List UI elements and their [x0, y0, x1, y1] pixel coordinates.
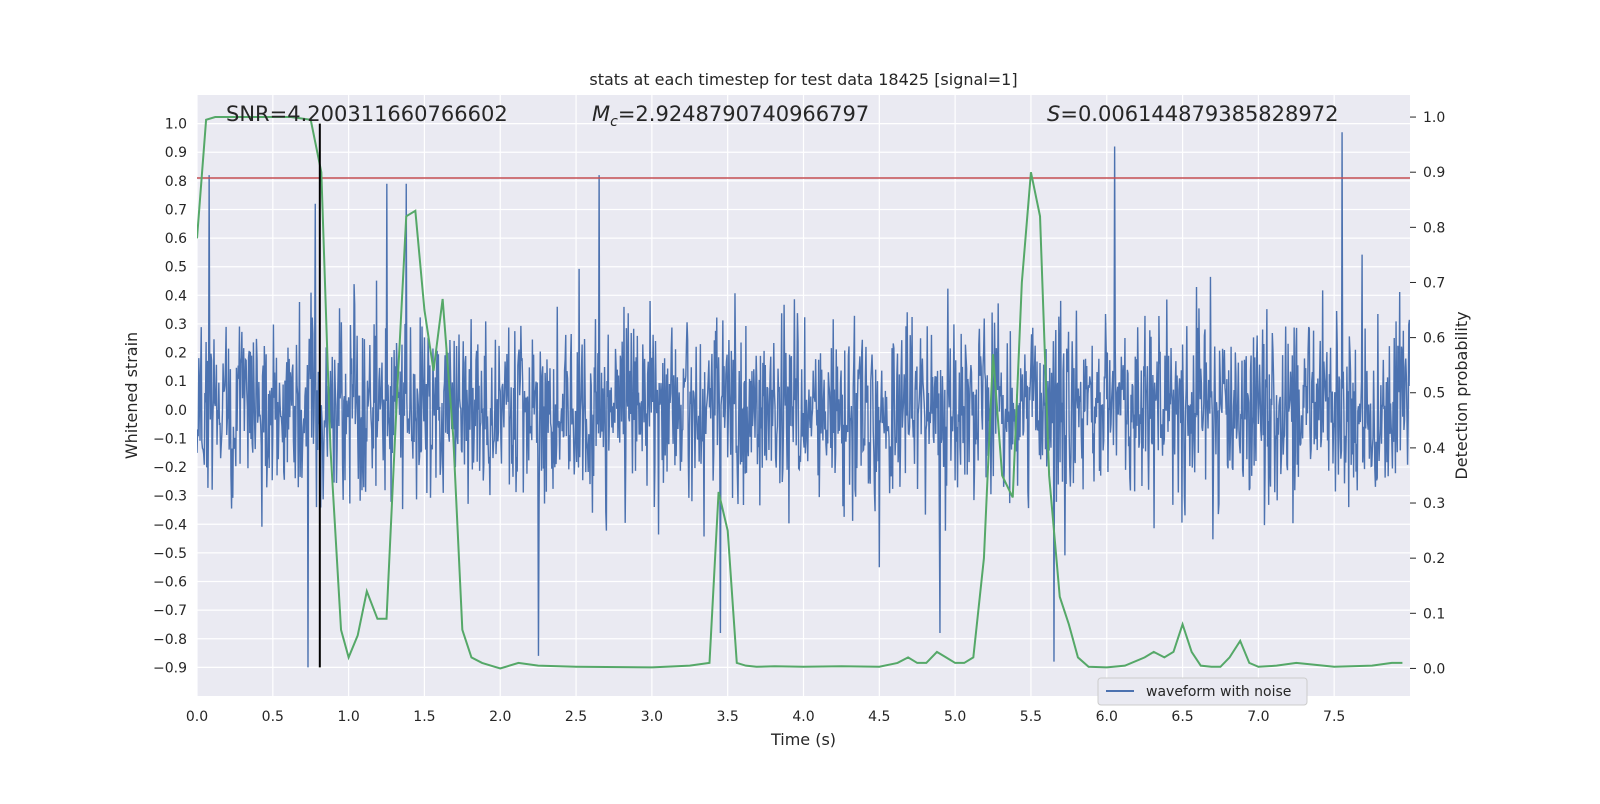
x-tick-label: 7.0 — [1247, 709, 1269, 725]
y2-tick-label: 0.8 — [1423, 220, 1445, 236]
axes-layer: 0.0 0.5 1.0 1.5 2.0 2.5 3.0 3.5 4.0 4.5 5.0 5.5 6.0 6… — [153, 110, 1445, 725]
y-tick-label: 0.3 — [165, 317, 187, 333]
annotation-s: S=0.006144879385828972 — [1047, 102, 1338, 126]
x-tick-label: 5.5 — [1020, 709, 1042, 725]
legend-label-waveform: waveform with noise — [1146, 684, 1291, 700]
y2-axis-label: Detection probability — [1452, 311, 1471, 479]
x-tick-label: 2.0 — [489, 709, 511, 725]
y2-tick-label: 0.3 — [1423, 496, 1445, 512]
mc-symbol: M — [592, 102, 610, 126]
mc-value: =2.9248790740966797 — [618, 102, 869, 126]
x-tick-label: 6.5 — [1171, 709, 1193, 725]
y2-tick-label: 0.2 — [1423, 551, 1445, 567]
x-axis-label: Time (s) — [770, 730, 836, 749]
x-tick-label: 1.5 — [413, 709, 435, 725]
y-tick-label: 0.0 — [165, 403, 187, 419]
y-tick-label: −0.1 — [153, 431, 187, 447]
detection-probability-line — [197, 116, 1403, 670]
waveform-line — [197, 132, 1410, 668]
x-tick-label: 0.0 — [186, 709, 208, 725]
x-tick-label: 2.5 — [565, 709, 587, 725]
y-tick-label: 0.1 — [165, 374, 187, 390]
x-tick-label: 3.0 — [641, 709, 663, 725]
y-tick-label: 0.5 — [165, 260, 187, 276]
x-tick-label: 1.0 — [337, 709, 359, 725]
x-tick-label: 4.5 — [868, 709, 890, 725]
y2-tick-label: 1.0 — [1423, 110, 1445, 126]
x-tick-label: 4.0 — [792, 709, 814, 725]
y-tick-label: 0.4 — [165, 288, 187, 304]
y-tick-label: −0.7 — [153, 603, 187, 619]
y-tick-label: −0.3 — [153, 489, 187, 505]
mc-subscript: c — [610, 114, 618, 130]
y-tick-label: −0.5 — [153, 546, 187, 562]
annotation-chirp-mass: Mc=2.9248790740966797 — [592, 102, 869, 130]
y2-tick-label: 0.4 — [1423, 441, 1445, 457]
y-tick-label: 0.8 — [165, 174, 187, 190]
legend-box — [1097, 677, 1308, 706]
annotation-snr: SNR=4.200311660766602 — [226, 102, 508, 126]
y-axis-label: Whitened strain — [122, 332, 141, 459]
chart-title: stats at each timestep for test data 184… — [589, 70, 1017, 89]
y-tick-label: −0.6 — [153, 575, 187, 591]
y2-tick-label: 0.1 — [1423, 606, 1445, 622]
y2-tick-label: 0.9 — [1423, 165, 1445, 181]
y-tick-label: −0.2 — [153, 460, 187, 476]
y-tick-label: 0.9 — [165, 145, 187, 161]
x-tick-label: 6.0 — [1096, 709, 1118, 725]
y-tick-label: −0.4 — [153, 517, 187, 533]
y-tick-label: 1.0 — [165, 117, 187, 133]
y-tick-label: −0.9 — [153, 660, 187, 676]
y-tick-label: −0.8 — [153, 632, 187, 648]
y2-tick-label: 0.6 — [1423, 331, 1445, 347]
y-tick-label: 0.7 — [165, 202, 187, 218]
plot-clip — [197, 116, 1410, 670]
x-tick-label: 5.0 — [944, 709, 966, 725]
legend: waveform with noise — [1097, 677, 1308, 706]
y2-tick-label: 0.5 — [1423, 386, 1445, 402]
x-tick-label: 0.5 — [262, 709, 284, 725]
y2-tick-label: 0.0 — [1423, 661, 1445, 677]
s-value: =0.006144879385828972 — [1060, 102, 1338, 126]
y-tick-label: 0.6 — [165, 231, 187, 247]
series-layer — [197, 116, 1410, 670]
s-symbol: S — [1047, 102, 1060, 126]
x-tick-label: 7.5 — [1323, 709, 1345, 725]
y2-tick-label: 0.7 — [1423, 275, 1445, 291]
x-tick-label: 3.5 — [717, 709, 739, 725]
y-tick-label: 0.2 — [165, 346, 187, 362]
